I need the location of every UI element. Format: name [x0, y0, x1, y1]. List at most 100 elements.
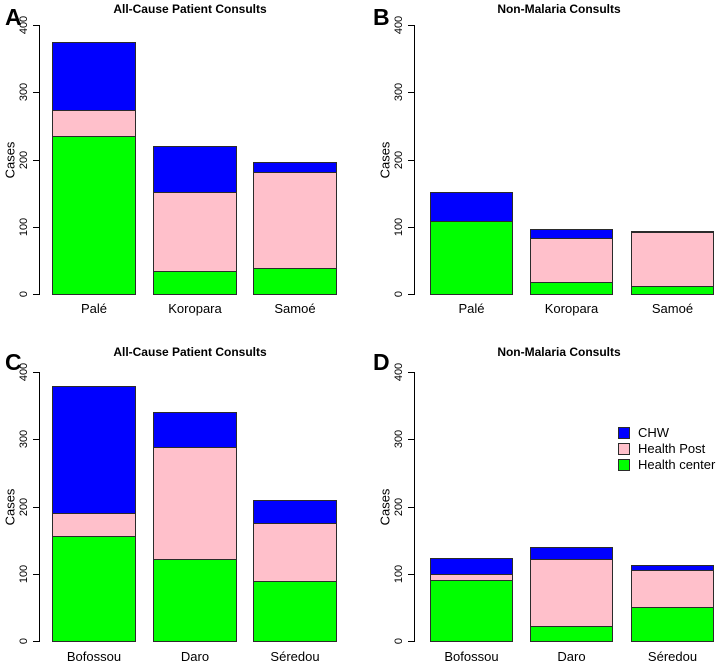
bar-a-koropara-health_center	[153, 271, 237, 295]
legend-label-chw: CHW	[638, 425, 670, 440]
bar-d-seredou-chw	[631, 565, 714, 571]
bar-b-samoe-health_post	[631, 232, 714, 287]
bar-c-daro-chw	[153, 412, 237, 448]
bar-c-seredou-health_center	[253, 581, 337, 642]
bar-b-koropara-chw	[530, 229, 613, 239]
bar-d-daro-chw	[530, 547, 613, 560]
panel-d-ylabel: Cases	[377, 488, 393, 525]
bar-d-seredou-health_center	[631, 607, 714, 642]
panel-a-letter: A	[5, 4, 22, 30]
bar-c-seredou-health_post	[253, 523, 337, 582]
y-tick-label: 300	[393, 430, 405, 449]
x-label-pale: Palé	[80, 301, 108, 316]
x-label-daro: Daro	[557, 649, 586, 663]
y-tick	[408, 25, 414, 26]
y-tick	[408, 372, 414, 373]
y-tick-label: 100	[18, 217, 30, 236]
panel-a-y-axis	[39, 25, 40, 295]
y-tick	[33, 227, 39, 228]
y-tick-label: 0	[393, 637, 405, 645]
bar-a-samoe-chw	[253, 162, 337, 173]
panel-c-y-axis	[39, 372, 40, 642]
panel-c-letter: C	[5, 349, 22, 375]
y-tick	[408, 574, 414, 575]
legend-label-health_center: Health center	[638, 457, 716, 472]
panel-b: Non-Malaria Consults B 0 100 200 300 400 Cases P…	[358, 0, 716, 331]
y-tick	[408, 439, 414, 440]
panel-b-title: Non-Malaria Consults	[497, 2, 621, 16]
x-label-seredou: Séredou	[647, 649, 698, 663]
bar-a-koropara-health_post	[153, 192, 237, 272]
y-tick-label: 100	[18, 564, 30, 583]
y-tick	[33, 439, 39, 440]
bar-c-bofossou-health_center	[52, 536, 136, 642]
x-label-koropara: Koropara	[168, 301, 222, 316]
x-label-bofossou: Bofossou	[444, 649, 499, 663]
bar-d-bofossou-health_post	[430, 574, 513, 581]
y-tick-label: 200	[393, 150, 405, 169]
bar-b-pale-health_center	[430, 221, 513, 295]
y-tick-label: 0	[18, 637, 30, 645]
y-tick-label: 300	[18, 430, 30, 449]
y-tick	[33, 92, 39, 93]
y-tick	[33, 25, 39, 26]
bar-d-daro-health_post	[530, 559, 613, 627]
x-label-daro: Daro	[180, 649, 210, 663]
x-label-bofossou: Bofossou	[66, 649, 122, 663]
legend-entry-chw: CHW	[618, 425, 715, 440]
panel-b-ylabel: Cases	[377, 141, 393, 178]
y-tick-label: 300	[393, 83, 405, 102]
panel-a-ylabel: Cases	[2, 141, 18, 178]
legend: CHW Health Post Health center	[618, 425, 716, 474]
y-tick-label: 400	[393, 15, 405, 35]
y-tick-label: 400	[18, 15, 30, 35]
bar-a-koropara-chw	[153, 146, 237, 193]
y-tick-label: 200	[18, 150, 30, 169]
y-tick-label: 200	[18, 497, 30, 516]
panel-d-y-axis	[414, 372, 415, 642]
chw-legend-swatch	[618, 426, 630, 439]
y-tick-label: 100	[393, 564, 405, 583]
bar-d-bofossou-chw	[430, 558, 513, 575]
panel-b-letter: B	[373, 4, 390, 30]
y-tick-label: 0	[393, 290, 405, 298]
bar-c-bofossou-health_post	[52, 513, 136, 537]
bar-b-pale-chw	[430, 192, 513, 222]
bar-b-koropara-health_post	[530, 238, 613, 283]
panel-c: All-Cause Patient Consults C 0 100 200 300 400…	[0, 331, 358, 663]
y-tick	[408, 160, 414, 161]
bar-d-daro-health_center	[530, 626, 613, 642]
y-tick	[33, 507, 39, 508]
panel-c-ylabel: Cases	[2, 488, 18, 525]
y-tick	[408, 92, 414, 93]
panel-a-title: All-Cause Patient Consults	[113, 2, 267, 16]
y-tick-label: 300	[18, 83, 30, 102]
bar-c-seredou-chw	[253, 500, 337, 524]
legend-entry-health_center: Health center	[618, 457, 716, 472]
bar-a-pale-chw	[52, 42, 136, 111]
panel-d-letter: D	[373, 349, 390, 375]
bar-d-bofossou-health_center	[430, 580, 513, 642]
bar-b-samoe-health_center	[631, 286, 714, 295]
y-tick	[33, 574, 39, 575]
y-tick-label: 400	[18, 362, 30, 382]
bar-c-daro-health_post	[153, 447, 237, 560]
panel-b-y-axis	[414, 25, 415, 295]
health_center-legend-swatch	[618, 458, 630, 471]
x-label-pale: Palé	[458, 301, 485, 316]
x-label-koropara: Koropara	[544, 301, 599, 316]
bar-a-samoe-health_center	[253, 268, 337, 295]
bar-a-pale-health_post	[52, 110, 136, 137]
y-tick-label: 200	[393, 497, 405, 516]
bar-a-pale-health_center	[52, 136, 136, 295]
panel-d: Non-Malaria Consults D 0 100 200 300 400 Cases B…	[358, 331, 716, 663]
bar-c-daro-health_center	[153, 559, 237, 642]
y-tick	[33, 372, 39, 373]
y-tick-label: 0	[18, 290, 30, 298]
x-label-samoe: Samoé	[274, 301, 316, 316]
bar-b-koropara-health_center	[530, 282, 613, 295]
y-tick-label: 100	[393, 217, 405, 236]
bar-d-seredou-health_post	[631, 570, 714, 608]
panel-c-title: All-Cause Patient Consults	[113, 345, 267, 359]
x-label-samoe: Samoé	[651, 301, 694, 316]
